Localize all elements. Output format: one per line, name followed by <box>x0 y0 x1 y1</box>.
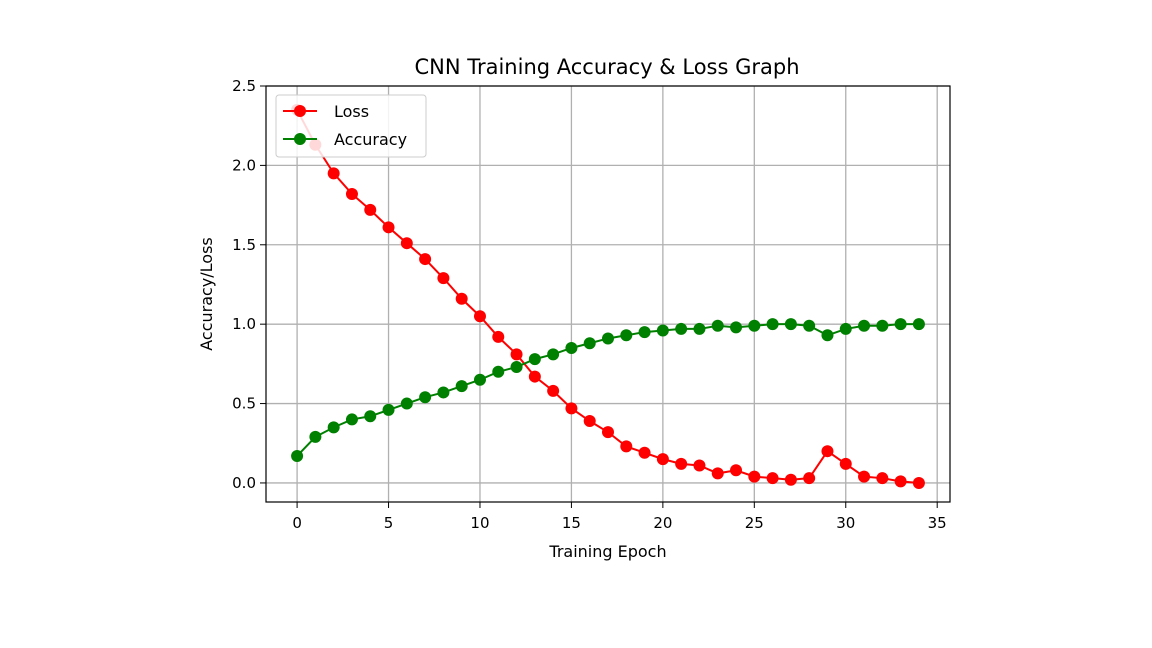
data-point-accuracy <box>748 319 761 332</box>
data-point-loss <box>364 203 377 216</box>
data-point-loss <box>821 445 834 458</box>
y-tick-label: 2.5 <box>232 77 256 95</box>
data-point-accuracy <box>528 353 541 366</box>
legend-label-loss: Loss <box>334 102 369 121</box>
data-point-accuracy <box>400 397 413 410</box>
data-point-accuracy <box>858 319 871 332</box>
data-point-accuracy <box>894 318 907 331</box>
data-point-loss <box>547 384 560 397</box>
data-point-loss <box>382 221 395 234</box>
legend-label-accuracy: Accuracy <box>334 130 407 149</box>
data-point-loss <box>583 415 596 428</box>
data-point-loss <box>912 476 925 489</box>
x-tick-label: 5 <box>384 514 394 532</box>
data-point-accuracy <box>583 337 596 350</box>
y-tick-label: 1.5 <box>232 236 256 254</box>
data-point-accuracy <box>656 324 669 337</box>
data-point-loss <box>876 472 889 485</box>
x-tick-label: 35 <box>928 514 947 532</box>
data-point-accuracy <box>784 318 797 331</box>
data-point-loss <box>327 167 340 180</box>
data-point-accuracy <box>620 329 633 342</box>
data-point-accuracy <box>382 403 395 416</box>
data-point-accuracy <box>547 348 560 361</box>
data-point-loss <box>894 475 907 488</box>
data-point-loss <box>492 330 505 343</box>
x-tick-label: 15 <box>562 514 581 532</box>
data-point-loss <box>419 253 432 266</box>
x-tick-label: 25 <box>745 514 764 532</box>
data-point-loss <box>528 370 541 383</box>
data-point-loss <box>784 473 797 486</box>
data-point-loss <box>473 310 486 323</box>
data-point-accuracy <box>638 326 651 339</box>
y-axis-label: Accuracy/Loss <box>197 237 216 351</box>
x-tick-label: 20 <box>653 514 672 532</box>
y-tick-label: 0.0 <box>232 474 256 492</box>
series-layer <box>291 103 925 489</box>
data-point-loss <box>565 402 578 415</box>
data-point-accuracy <box>912 318 925 331</box>
x-tick-label: 0 <box>292 514 302 532</box>
data-point-accuracy <box>327 421 340 434</box>
data-point-accuracy <box>675 322 688 335</box>
data-point-accuracy <box>510 361 523 374</box>
data-point-loss <box>675 457 688 470</box>
legend-marker-accuracy <box>294 133 306 145</box>
data-point-accuracy <box>876 319 889 332</box>
data-point-accuracy <box>711 319 724 332</box>
data-point-accuracy <box>839 322 852 335</box>
data-point-loss <box>400 237 413 250</box>
chart-title: CNN Training Accuracy & Loss Graph <box>414 55 799 79</box>
y-tick-label: 1.0 <box>232 315 256 333</box>
data-point-loss <box>602 426 614 439</box>
plot-frame <box>265 85 951 503</box>
data-point-loss <box>730 464 743 477</box>
data-point-accuracy <box>766 318 779 331</box>
x-tick-label: 10 <box>470 514 489 532</box>
data-point-loss <box>437 272 450 285</box>
data-point-loss <box>693 459 706 472</box>
ticks: 0 5 10 15 20 25 30 35 0.0 0.5 1.0 1.5 2.0 2.5 <box>232 77 947 532</box>
data-point-loss <box>748 470 761 483</box>
data-point-accuracy <box>345 413 358 426</box>
legend-marker-loss <box>294 105 306 117</box>
data-point-accuracy <box>473 373 486 386</box>
x-tick-label: 30 <box>836 514 855 532</box>
data-point-loss <box>638 446 651 459</box>
data-point-loss <box>839 457 852 470</box>
data-point-loss <box>858 470 871 483</box>
data-point-accuracy <box>455 380 468 393</box>
data-point-loss <box>455 292 468 305</box>
x-axis-label: Training Epoch <box>548 542 666 561</box>
data-point-loss <box>656 453 669 466</box>
data-point-loss <box>345 187 358 200</box>
data-point-accuracy <box>821 329 834 342</box>
data-point-accuracy <box>730 321 743 334</box>
data-point-accuracy <box>565 341 578 354</box>
y-tick-label: 2.0 <box>232 156 256 174</box>
data-point-accuracy <box>602 332 614 345</box>
data-point-accuracy <box>803 319 816 332</box>
y-tick-label: 0.5 <box>232 395 256 413</box>
data-point-accuracy <box>437 386 450 399</box>
data-point-loss <box>766 472 779 485</box>
data-point-accuracy <box>419 391 432 404</box>
legend: Loss Accuracy <box>275 94 427 158</box>
data-point-accuracy <box>492 365 505 378</box>
data-point-loss <box>711 467 724 480</box>
data-point-accuracy <box>291 449 304 462</box>
data-point-accuracy <box>309 430 322 443</box>
data-point-loss <box>510 348 523 361</box>
data-point-loss <box>803 472 816 485</box>
data-point-accuracy <box>364 410 377 423</box>
data-point-loss <box>620 440 633 453</box>
data-point-accuracy <box>693 322 706 335</box>
